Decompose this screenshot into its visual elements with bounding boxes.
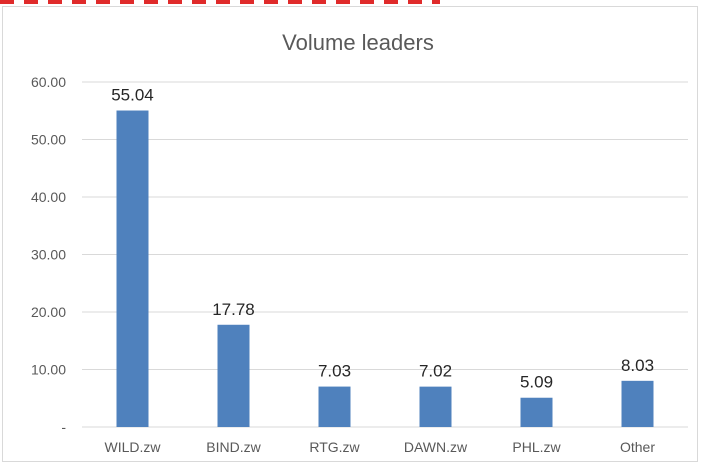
data-label: 55.04 — [111, 86, 154, 105]
data-label: 7.02 — [419, 362, 452, 381]
y-tick-label: 10.00 — [31, 362, 66, 378]
data-label: 17.78 — [212, 300, 255, 319]
y-tick-label: 20.00 — [31, 304, 66, 320]
bar-dawn-zw — [419, 386, 452, 427]
data-label: 8.03 — [621, 356, 654, 375]
y-tick-label: 30.00 — [31, 247, 66, 263]
x-axis: WILD.zw BIND.zw RTG.zw DAWN.zw PHL.zw Other — [105, 439, 656, 455]
y-tick-label: 60.00 — [31, 74, 66, 90]
data-label: 7.03 — [318, 362, 351, 381]
y-tick-label: - — [61, 419, 66, 435]
y-tick-label: 40.00 — [31, 189, 66, 205]
x-tick-label: WILD.zw — [105, 439, 162, 455]
y-tick-label: 50.00 — [31, 132, 66, 148]
chart-title: Volume leaders — [282, 30, 434, 55]
x-tick-label: DAWN.zw — [404, 439, 468, 455]
bar-other — [621, 380, 654, 427]
bar-wild-zw — [116, 110, 149, 428]
bars: 55.04 17.78 7.03 7.02 5.09 8.03 — [111, 86, 654, 428]
y-axis: - 10.00 20.00 30.00 40.00 50.00 60.00 — [31, 74, 66, 435]
x-tick-label: RTG.zw — [309, 439, 360, 455]
x-tick-label: Other — [620, 439, 655, 455]
bar-rtg-zw — [318, 386, 351, 427]
x-tick-label: PHL.zw — [512, 439, 561, 455]
data-label: 5.09 — [520, 373, 553, 392]
bar-bind-zw — [217, 324, 250, 427]
top-decorative-strip — [0, 0, 440, 4]
grid-lines — [82, 81, 688, 428]
bar-phl-zw — [520, 397, 553, 427]
x-tick-label: BIND.zw — [206, 439, 261, 455]
